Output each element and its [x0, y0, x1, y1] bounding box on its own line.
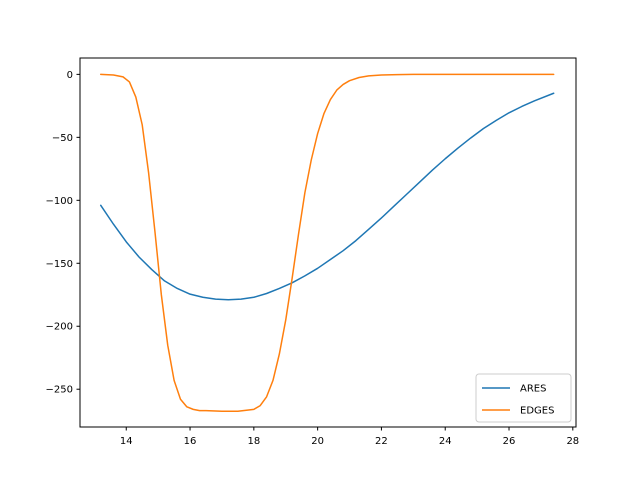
x-tick-label: 24	[439, 436, 452, 447]
legend-label-edges: EDGES	[520, 406, 554, 417]
x-tick-label: 28	[566, 436, 579, 447]
x-tick-label: 18	[247, 436, 260, 447]
y-tick-label: −150	[46, 259, 73, 270]
y-tick-label: −100	[46, 196, 73, 207]
x-tick-label: 26	[503, 436, 516, 447]
plot-frame	[79, 57, 577, 428]
x-tick-label: 22	[375, 436, 388, 447]
y-axis: 0 −50 −100 −150 −200 −250	[46, 70, 80, 396]
x-axis: 14 16 18 20 22 24 26 28	[120, 427, 579, 447]
y-tick-label: −50	[52, 133, 73, 144]
series-line-ares	[99, 92, 555, 301]
series-layer	[99, 73, 555, 413]
y-tick-label: −200	[46, 322, 73, 333]
x-tick-label: 16	[184, 436, 197, 447]
legend-label-ares: ARES	[520, 384, 546, 395]
x-tick-label: 20	[311, 436, 324, 447]
x-tick-label: 14	[120, 436, 133, 447]
y-tick-label: 0	[67, 70, 73, 81]
series-line-edges	[99, 73, 555, 413]
y-tick-label: −250	[46, 385, 73, 396]
legend: ARES EDGES	[475, 373, 572, 423]
